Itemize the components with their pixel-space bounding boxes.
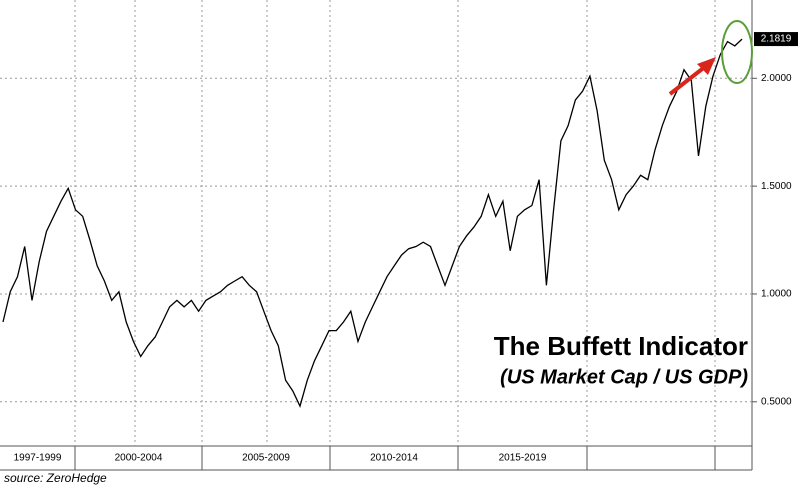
x-period-label: 2005-2009: [242, 453, 290, 464]
x-period-label: 2010-2014: [370, 453, 418, 464]
y-tick-label: 2.0000: [761, 73, 792, 84]
highlight-ellipse: [721, 20, 753, 84]
last-value-box: [754, 32, 798, 47]
series-line: [2, 38, 743, 408]
chart-subtitle: (US Market Cap / US GDP): [500, 366, 748, 388]
arrow-shaft: [668, 64, 708, 96]
y-tick-label: 1.0000: [761, 289, 792, 300]
y-tick-label: 1.5000: [761, 181, 792, 192]
x-period-label: 2000-2004: [115, 453, 163, 464]
grid: [0, 0, 752, 446]
chart-title: The Buffett Indicator: [494, 331, 748, 361]
x-period-label: 1997-1999: [14, 453, 62, 464]
x-period-label: 2015-2019: [499, 453, 547, 464]
last-value-label: 2.1819: [761, 34, 792, 45]
source: source: ZeroHedge: [4, 471, 107, 485]
y-tick-label: 0.5000: [761, 396, 792, 407]
arrow-head: [697, 57, 716, 75]
lines: [2, 38, 743, 408]
